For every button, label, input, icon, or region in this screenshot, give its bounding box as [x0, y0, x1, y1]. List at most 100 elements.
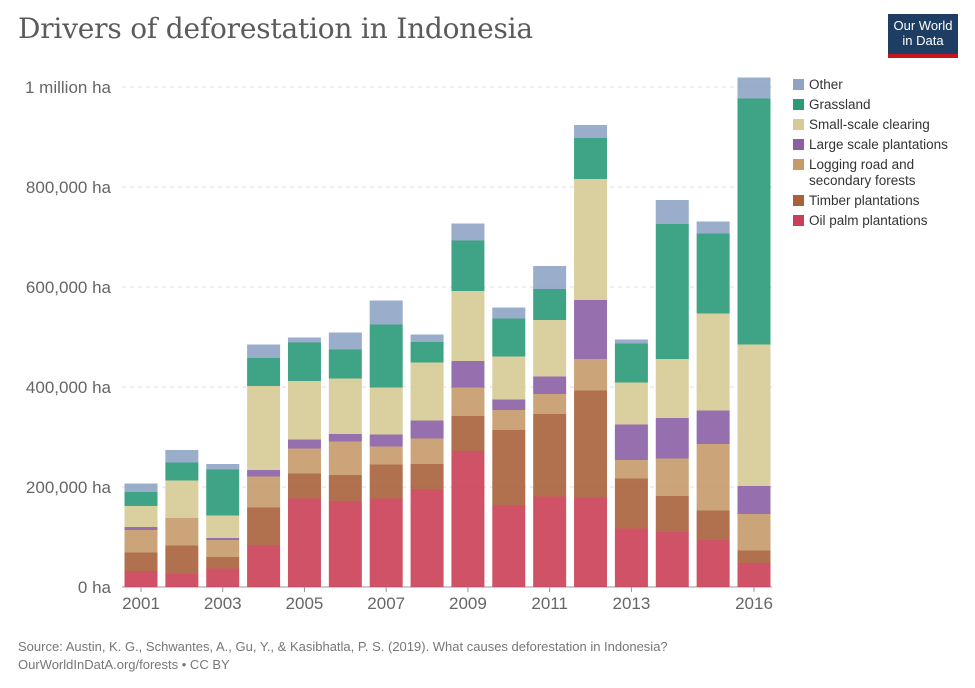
bar-segment[interactable]: [737, 98, 771, 345]
bar-segment[interactable]: [492, 505, 526, 587]
bar-segment[interactable]: [696, 444, 730, 511]
bar-segment[interactable]: [614, 460, 648, 479]
bar-segment[interactable]: [614, 424, 648, 461]
bar-segment[interactable]: [206, 540, 240, 557]
bar-segment[interactable]: [492, 356, 526, 400]
legend-item[interactable]: Timber plantations: [793, 193, 920, 208]
bar-segment[interactable]: [287, 448, 321, 474]
bar-segment[interactable]: [410, 438, 444, 465]
bar-segment[interactable]: [206, 538, 240, 540]
bar-segment[interactable]: [410, 362, 444, 421]
bar-segment[interactable]: [614, 478, 648, 529]
bar-segment[interactable]: [451, 240, 485, 292]
bar-segment[interactable]: [655, 532, 689, 587]
bar-segment[interactable]: [369, 498, 403, 588]
legend-item[interactable]: Small-scale clearing: [793, 117, 930, 132]
bar-segment[interactable]: [492, 318, 526, 357]
bar-segment[interactable]: [369, 434, 403, 447]
bar-segment[interactable]: [328, 475, 362, 501]
bar-segment[interactable]: [287, 473, 321, 499]
bar-segment[interactable]: [451, 291, 485, 361]
bar-segment[interactable]: [165, 574, 199, 587]
bar-segment[interactable]: [165, 462, 199, 481]
bar-segment[interactable]: [655, 496, 689, 532]
bar-segment[interactable]: [451, 416, 485, 451]
bar-segment[interactable]: [451, 223, 485, 241]
bar-segment[interactable]: [492, 410, 526, 430]
bar-segment[interactable]: [696, 233, 730, 314]
bar-segment[interactable]: [696, 510, 730, 541]
bar-segment[interactable]: [328, 501, 362, 587]
bar-segment[interactable]: [737, 344, 771, 487]
legend-item[interactable]: Oil palm plantations: [793, 213, 928, 228]
bar-segment[interactable]: [696, 313, 730, 411]
bar-segment[interactable]: [287, 337, 321, 343]
bar-segment[interactable]: [369, 446, 403, 465]
bar-segment[interactable]: [410, 489, 444, 587]
bar-segment[interactable]: [533, 496, 567, 588]
bar-segment[interactable]: [247, 386, 281, 470]
bar-segment[interactable]: [369, 300, 403, 325]
bar-segment[interactable]: [655, 359, 689, 418]
bar-segment[interactable]: [574, 125, 608, 138]
bar-segment[interactable]: [124, 552, 158, 572]
bar-segment[interactable]: [124, 571, 158, 587]
bar-segment[interactable]: [737, 514, 771, 551]
bar-segment[interactable]: [655, 200, 689, 224]
bar-segment[interactable]: [533, 394, 567, 414]
bar-segment[interactable]: [124, 483, 158, 493]
bar-segment[interactable]: [737, 563, 771, 587]
bar-segment[interactable]: [614, 528, 648, 588]
bar-segment[interactable]: [655, 224, 689, 359]
bar-segment[interactable]: [328, 378, 362, 435]
bar-segment[interactable]: [369, 324, 403, 388]
bar-segment[interactable]: [165, 545, 199, 575]
bar-segment[interactable]: [451, 387, 485, 417]
bar-segment[interactable]: [574, 138, 608, 179]
bar-segment[interactable]: [533, 289, 567, 320]
bar-segment[interactable]: [287, 498, 321, 588]
bar-segment[interactable]: [328, 434, 362, 442]
bar-segment[interactable]: [124, 527, 158, 530]
bar-segment[interactable]: [655, 418, 689, 459]
bar-segment[interactable]: [124, 530, 158, 553]
bar-segment[interactable]: [492, 399, 526, 411]
bar-segment[interactable]: [124, 492, 158, 506]
bar-segment[interactable]: [165, 518, 199, 546]
bar-segment[interactable]: [410, 420, 444, 439]
bar-segment[interactable]: [410, 342, 444, 363]
bar-segment[interactable]: [206, 469, 240, 516]
bar-segment[interactable]: [533, 414, 567, 497]
bar-segment[interactable]: [287, 439, 321, 449]
bar-segment[interactable]: [287, 342, 321, 382]
bar-segment[interactable]: [247, 507, 281, 546]
bar-segment[interactable]: [696, 221, 730, 234]
bar-segment[interactable]: [206, 515, 240, 539]
bar-segment[interactable]: [614, 382, 648, 425]
owid-logo[interactable]: Our World in Data: [888, 14, 958, 58]
bar-segment[interactable]: [410, 464, 444, 489]
bar-segment[interactable]: [574, 497, 608, 588]
source-link[interactable]: OurWorldInDatA.org/forests • CC BY: [18, 657, 230, 672]
bar-segment[interactable]: [328, 349, 362, 379]
bar-segment[interactable]: [247, 476, 281, 508]
bar-segment[interactable]: [206, 557, 240, 569]
bar-segment[interactable]: [369, 464, 403, 499]
legend-item[interactable]: Other: [793, 77, 843, 92]
bar-segment[interactable]: [696, 540, 730, 587]
bar-segment[interactable]: [247, 470, 281, 477]
bar-segment[interactable]: [492, 307, 526, 319]
legend-item[interactable]: Large scale plantations: [793, 137, 948, 152]
bar-segment[interactable]: [165, 480, 199, 519]
legend-item[interactable]: Grassland: [793, 97, 871, 112]
bar-segment[interactable]: [165, 450, 199, 463]
bar-segment[interactable]: [696, 410, 730, 445]
bar-segment[interactable]: [614, 339, 648, 344]
bar-segment[interactable]: [369, 387, 403, 435]
bar-segment[interactable]: [247, 344, 281, 359]
bar-segment[interactable]: [737, 550, 771, 564]
bar-segment[interactable]: [533, 320, 567, 377]
bar-segment[interactable]: [247, 358, 281, 386]
bar-segment[interactable]: [574, 390, 608, 498]
